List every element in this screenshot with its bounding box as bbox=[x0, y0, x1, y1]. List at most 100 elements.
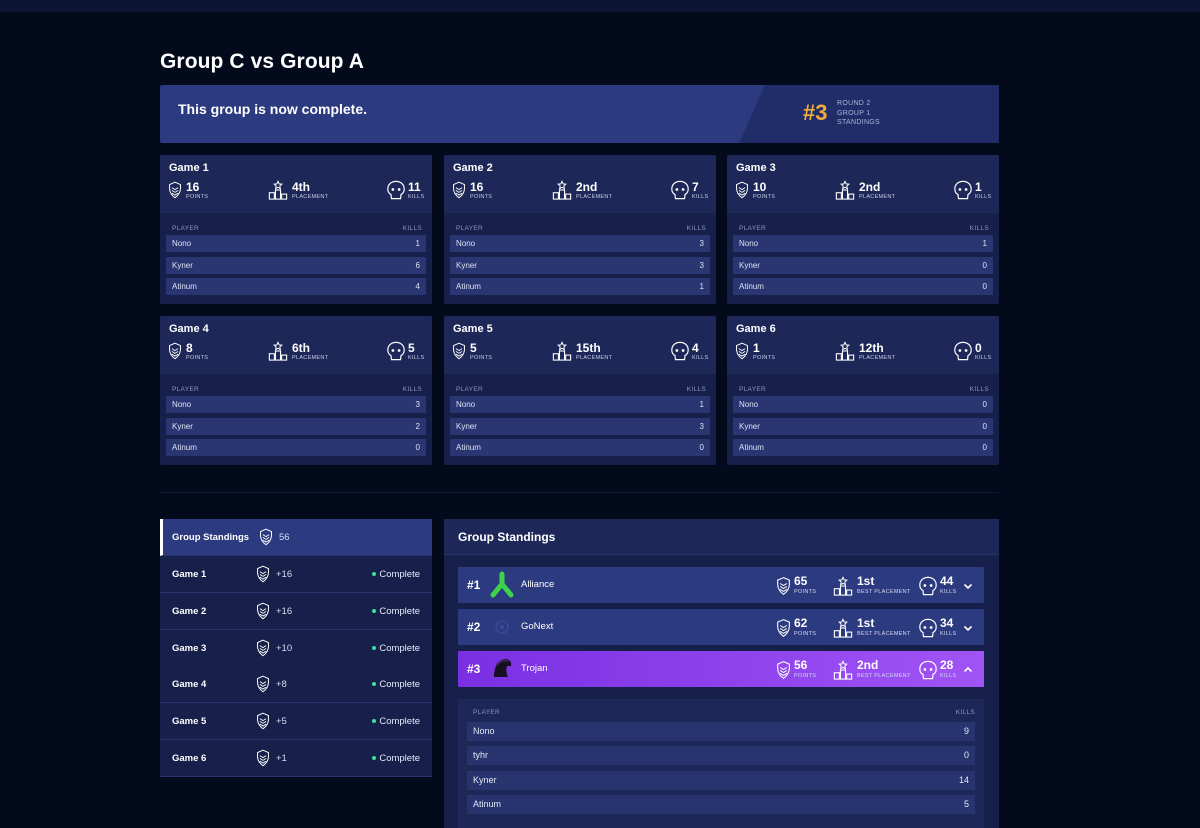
skull-icon bbox=[386, 179, 406, 201]
team-row[interactable]: #1 Alliance 65 POINTS 1st BEST PLACEMENT 44 KIL… bbox=[458, 567, 984, 603]
game-status: Complete bbox=[379, 753, 420, 764]
game-placement-value: 6th bbox=[292, 341, 310, 355]
game-kills-label: KILLS bbox=[692, 194, 709, 200]
game-status: Complete bbox=[379, 605, 420, 617]
game-card: Game 5 5 POINTS 15th PLACEMENT 4 KILLS PLAYER KI… bbox=[444, 316, 716, 465]
game-list-item[interactable]: Game 2 +16 Complete bbox=[160, 592, 432, 630]
podium-icon bbox=[552, 179, 572, 201]
banner-rank: #3 bbox=[803, 100, 828, 125]
game-placement-label: PLACEMENT bbox=[576, 194, 613, 200]
game-points-label: POINTS bbox=[186, 194, 209, 200]
player-kills: 9 bbox=[963, 726, 969, 736]
team-name: Trojan bbox=[521, 663, 548, 674]
game-points-value: 5 bbox=[470, 341, 477, 355]
kills-column-header: KILLS bbox=[686, 225, 706, 232]
game-title: Game 3 bbox=[736, 162, 776, 174]
player-name: Nono bbox=[456, 239, 476, 248]
game-list-label: Game 6 bbox=[172, 753, 207, 764]
skull-icon bbox=[918, 574, 938, 598]
game-list-item-standings[interactable]: Group Standings 56 bbox=[160, 519, 432, 556]
banner-meta-round: ROUND 2 bbox=[837, 100, 871, 107]
player-kills: 0 bbox=[982, 421, 987, 431]
player-name: Nono bbox=[473, 726, 495, 736]
skull-icon bbox=[953, 340, 973, 362]
player-row: Nono 1 bbox=[450, 396, 710, 413]
game-list-label: Game 2 bbox=[172, 605, 207, 617]
game-card: Game 2 16 POINTS 2nd PLACEMENT 7 KILLS PLAYER KI… bbox=[444, 155, 716, 304]
kills-column-header: KILLS bbox=[955, 709, 975, 716]
game-placement-label: PLACEMENT bbox=[292, 355, 329, 361]
game-list-label: Group Standings bbox=[172, 532, 250, 543]
player-row: Kyner 3 bbox=[450, 417, 710, 435]
game-card: Game 1 16 POINTS 4th PLACEMENT 11 KILLS PLAYER K… bbox=[160, 155, 432, 304]
game-card: Game 4 8 POINTS 6th PLACEMENT 5 KILLS PLAYER KIL… bbox=[160, 316, 432, 465]
game-kills-value: 7 bbox=[692, 180, 699, 194]
team-best-label: BEST PLACEMENT bbox=[857, 589, 911, 595]
player-kills: 0 bbox=[982, 400, 987, 409]
player-kills: 5 bbox=[963, 799, 969, 810]
game-card-header: Game 3 10 POINTS 2nd PLACEMENT 1 KILLS bbox=[727, 155, 999, 213]
player-row: Nono 0 bbox=[733, 396, 993, 413]
rank-chevron-icon bbox=[452, 179, 466, 201]
team-points-label: POINTS bbox=[794, 631, 817, 637]
game-placement-value: 2nd bbox=[576, 180, 598, 194]
game-kills-value: 0 bbox=[975, 341, 982, 355]
player-name: Nono bbox=[739, 400, 759, 409]
player-kills: 0 bbox=[982, 260, 987, 270]
game-kills-label: KILLS bbox=[692, 355, 709, 361]
banner-meta: ROUND 2 GROUP 1 STANDINGS bbox=[837, 99, 880, 128]
game-list-label: Game 5 bbox=[172, 716, 207, 728]
chevron-down-icon[interactable] bbox=[962, 621, 974, 633]
player-name: Atinum bbox=[739, 282, 764, 291]
game-list-item[interactable]: Game 5 +5 Complete bbox=[160, 703, 432, 741]
player-row: Kyner 0 bbox=[733, 417, 993, 435]
player-row: Atinum 4 bbox=[166, 278, 426, 295]
game-points-value: 10 bbox=[753, 180, 767, 194]
game-kills-label: KILLS bbox=[408, 194, 425, 200]
game-list-points: +16 bbox=[276, 605, 293, 617]
team-kills-value: 34 bbox=[940, 616, 954, 630]
game-placement-label: PLACEMENT bbox=[859, 355, 896, 361]
game-list-item[interactable]: Game 6 +1 Complete bbox=[160, 740, 432, 777]
player-name: Atinum bbox=[172, 443, 197, 452]
player-row: Atinum 0 bbox=[166, 439, 426, 456]
player-name: Atinum bbox=[456, 443, 481, 452]
player-row: Atinum 1 bbox=[450, 278, 710, 295]
player-name: Kyner bbox=[456, 421, 477, 431]
game-list-item[interactable]: Game 4 +8 Complete bbox=[160, 666, 432, 704]
game-card-header: Game 1 16 POINTS 4th PLACEMENT 11 KILLS bbox=[160, 155, 432, 213]
player-row: Kyner 14 bbox=[467, 770, 975, 790]
player-name: Kyner bbox=[739, 421, 760, 431]
chevron-down-icon[interactable] bbox=[962, 579, 974, 591]
banner-rank-panel bbox=[739, 85, 999, 143]
team-row[interactable]: #3 Trojan 56 POINTS 2nd BEST PLACEMENT 28 KILLS bbox=[458, 651, 984, 687]
skull-icon bbox=[953, 179, 973, 201]
rank-chevron-icon bbox=[776, 574, 791, 598]
player-kills: 0 bbox=[982, 282, 987, 291]
team-row[interactable]: #2 GoNext 62 POINTS 1st BEST PLACEMENT 34 KILLS bbox=[458, 609, 984, 645]
player-kills: 1 bbox=[415, 239, 420, 248]
player-row: Kyner 2 bbox=[166, 417, 426, 435]
player-column-header: PLAYER bbox=[456, 386, 483, 393]
game-list-item[interactable]: Game 1 +16 Complete bbox=[160, 556, 432, 593]
game-kills-value: 4 bbox=[692, 341, 699, 355]
game-status: Complete bbox=[379, 642, 420, 654]
player-column-header: PLAYER bbox=[739, 225, 766, 232]
status-dot-icon bbox=[372, 572, 376, 576]
game-kills-label: KILLS bbox=[975, 355, 992, 361]
player-kills: 6 bbox=[415, 260, 420, 270]
team-best-value: 1st bbox=[857, 574, 875, 588]
player-column-header: PLAYER bbox=[172, 225, 199, 232]
game-kills-label: KILLS bbox=[408, 355, 425, 361]
rank-chevron-icon bbox=[452, 340, 466, 362]
game-title: Game 1 bbox=[169, 162, 209, 174]
group-standings-panel: Group Standings #1 Alliance 65 POINTS 1st BES… bbox=[444, 519, 999, 828]
game-list-item[interactable]: Game 3 +10 Complete bbox=[160, 629, 432, 667]
chevron-up-icon[interactable] bbox=[962, 663, 974, 675]
team-name: Alliance bbox=[521, 579, 555, 590]
status-dot-icon bbox=[372, 756, 376, 760]
team-kills-label: KILLS bbox=[940, 589, 957, 595]
player-kills: 4 bbox=[415, 282, 420, 291]
game-points-value: 1 bbox=[753, 341, 760, 355]
player-name: Kyner bbox=[172, 421, 193, 431]
